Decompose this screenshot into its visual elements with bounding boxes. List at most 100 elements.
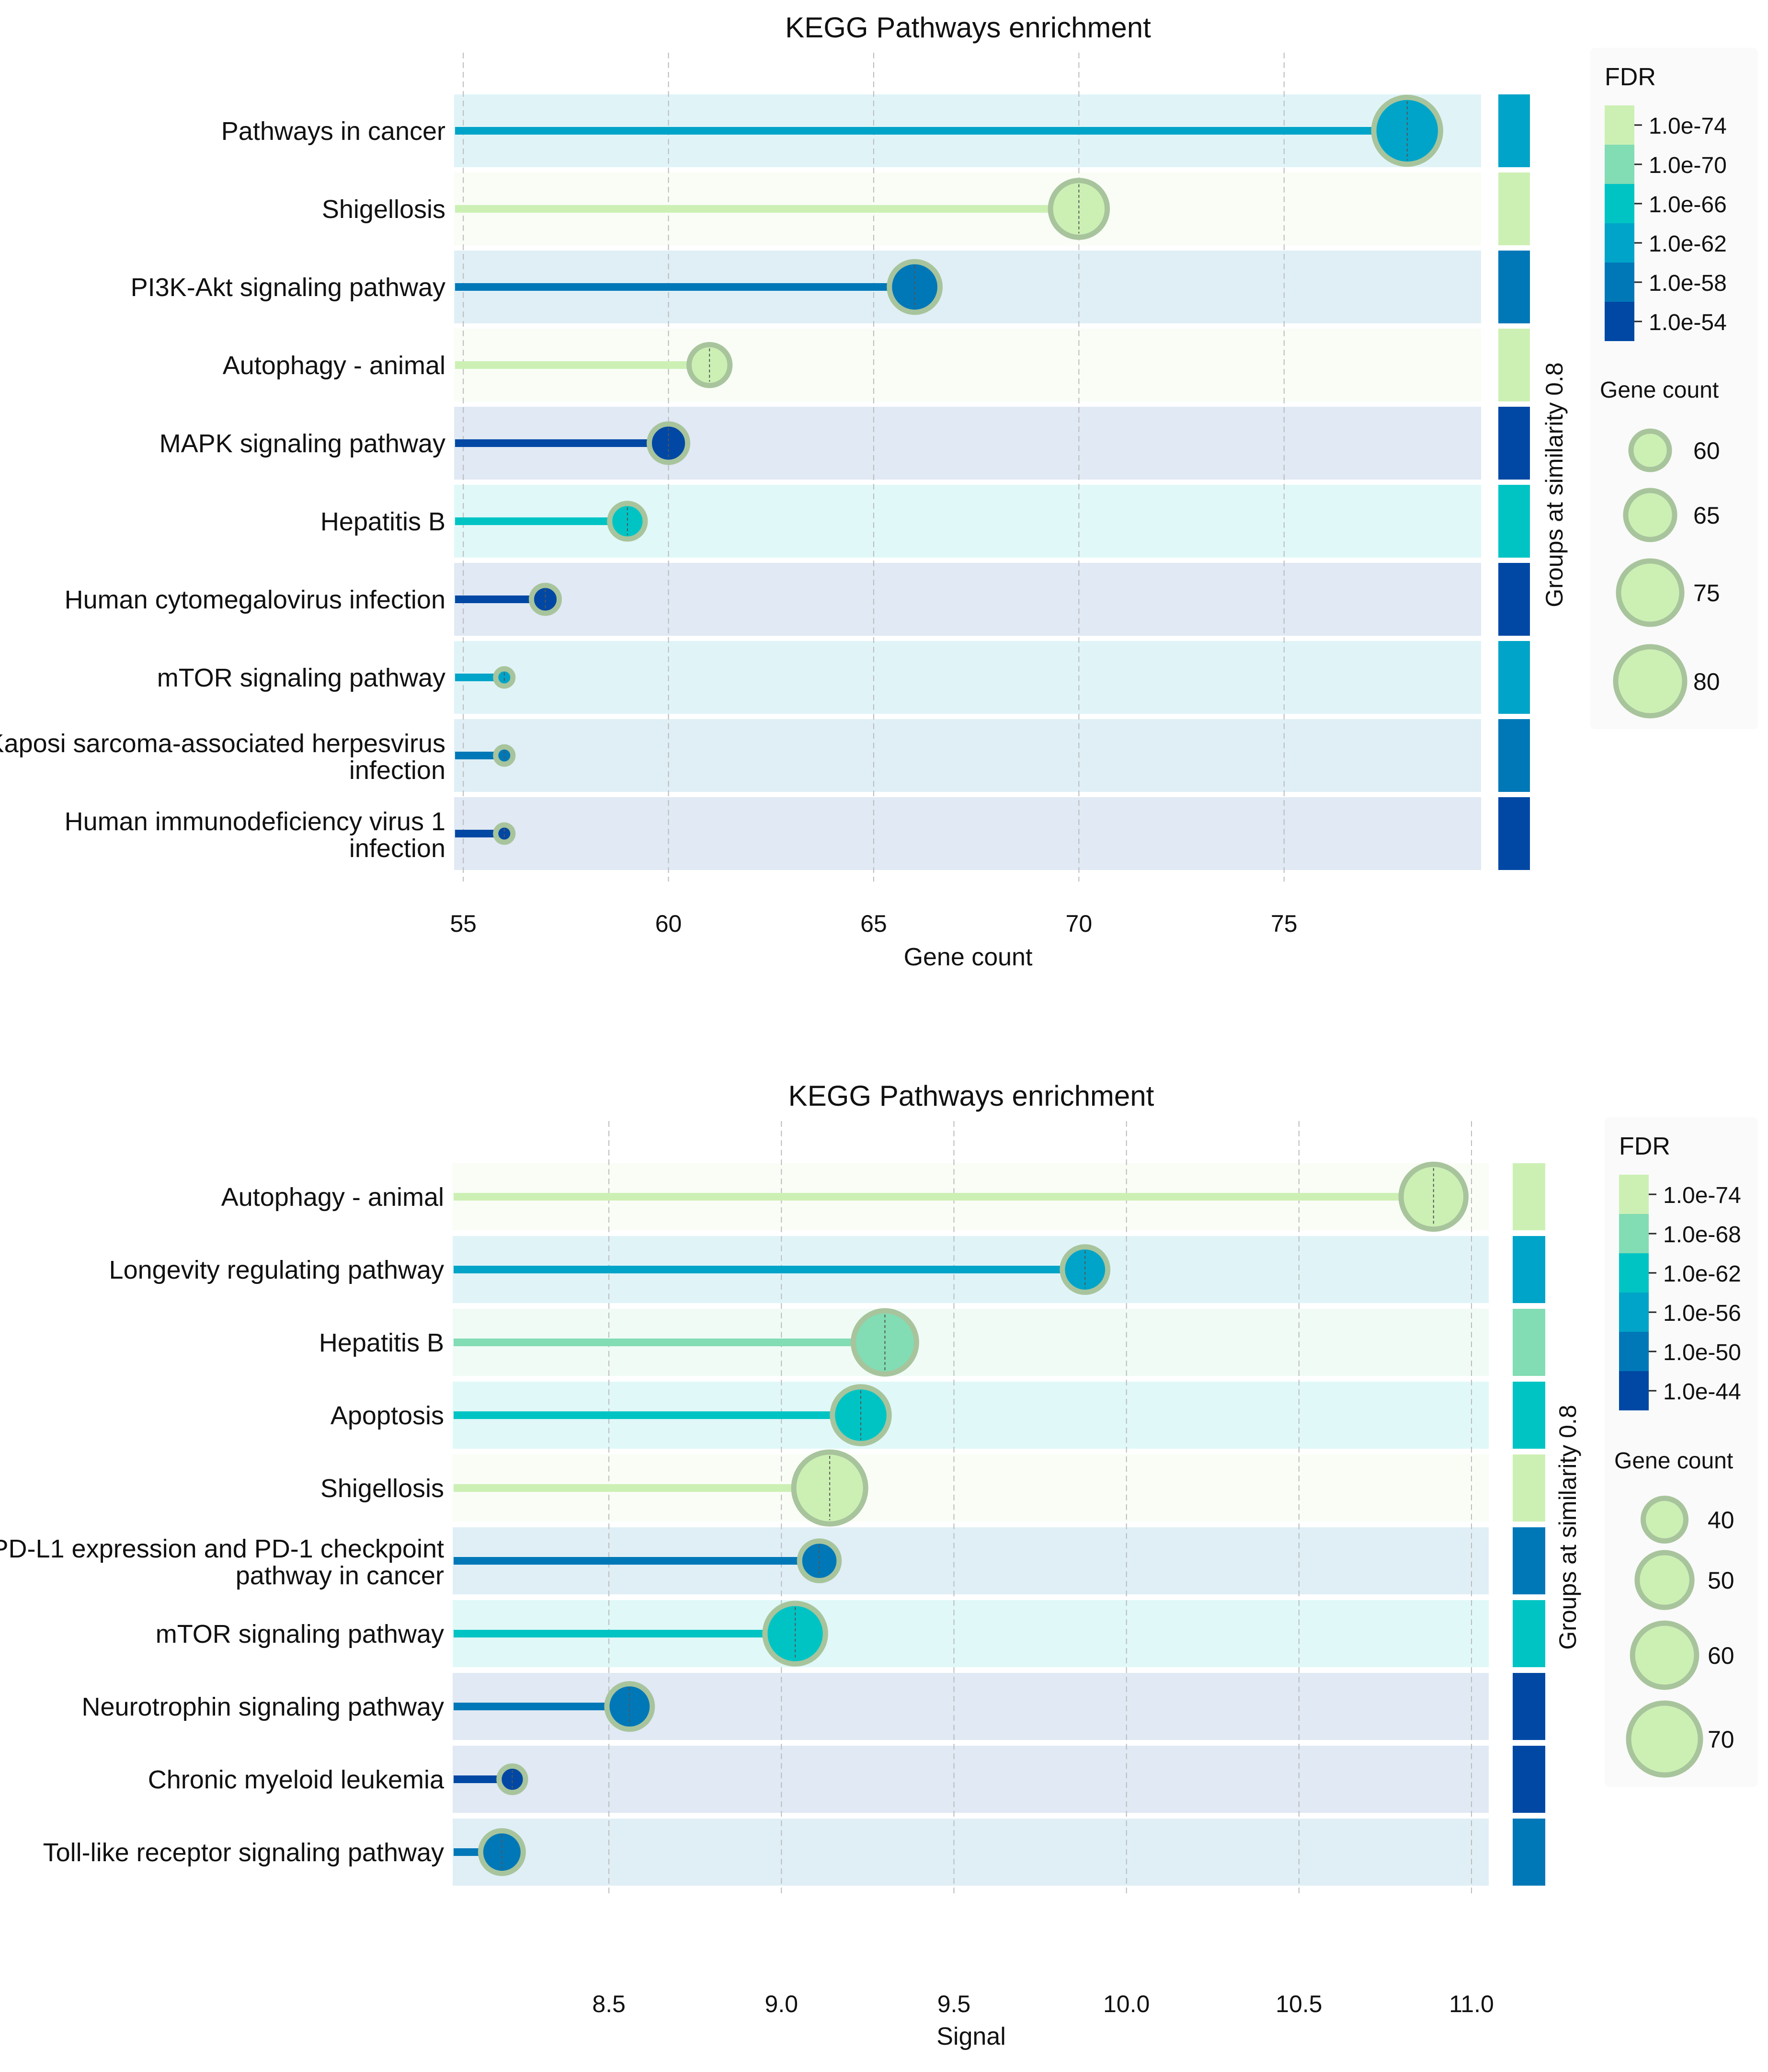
group-bar	[1513, 1819, 1545, 1886]
fdr-legend-title: FDR	[1619, 1133, 1670, 1160]
fdr-tick-label: 1.0e-58	[1649, 271, 1727, 296]
term-label-line: Autophagy - animal	[223, 351, 445, 380]
term-label-line: Shigellosis	[320, 1474, 444, 1503]
group-bar	[1513, 1600, 1545, 1667]
term-label: Neurotrophin signaling pathway	[82, 1693, 444, 1721]
x-tick-label: 8.5	[592, 1991, 626, 2017]
group-bar	[1513, 1454, 1545, 1522]
fdr-tick-label: 1.0e-44	[1663, 1379, 1741, 1405]
group-bar	[1513, 1673, 1545, 1740]
group-bar	[1513, 1309, 1545, 1376]
x-axis-label: Gene count	[904, 943, 1033, 971]
fdr-color-swatch	[1605, 223, 1634, 263]
chart-title: KEGG Pathways enrichment	[785, 11, 1151, 44]
fdr-legend: FDR 1.0e-74 1.0e-68 1.0e-62 1.0e-56 1.0e-50 1.…	[1619, 1133, 1741, 1410]
row-background	[454, 719, 1481, 792]
term-label: mTOR signaling pathway	[157, 664, 445, 692]
group-axis-label: Groups at similarity 0.8	[1541, 362, 1568, 607]
fdr-color-swatch	[1605, 302, 1634, 341]
x-tick-label: 70	[1066, 910, 1093, 937]
group-bar	[1498, 251, 1530, 323]
row-background	[454, 641, 1481, 714]
x-tick-label: 11.0	[1449, 1991, 1494, 2017]
group-bar	[1513, 1382, 1545, 1449]
grid-lines	[608, 1121, 1472, 1897]
fdr-color-swatch	[1619, 1332, 1649, 1371]
gene-count-legend-bubble	[1628, 428, 1672, 472]
row-backgrounds	[453, 1163, 1489, 1886]
fdr-color-swatch	[1605, 184, 1634, 223]
term-label: mTOR signaling pathway	[156, 1620, 444, 1648]
chart-2: KEGG Pathways enrichment Autophagy - anim…	[0, 1080, 1758, 2050]
row-background	[453, 1819, 1489, 1886]
term-label: Human immunodeficiency virus 1 infection	[65, 807, 445, 863]
group-bar	[1498, 329, 1530, 401]
group-bar	[1498, 485, 1530, 558]
term-label: PD-L1 expression and PD-1 checkpoint path…	[0, 1534, 444, 1590]
term-label-line: infection	[349, 834, 445, 863]
row-background	[454, 563, 1481, 636]
term-label-line: Human cytomegalovirus infection	[65, 585, 445, 614]
fdr-tick-label: 1.0e-74	[1649, 114, 1727, 139]
fdr-color-swatch	[1619, 1175, 1649, 1214]
group-bar	[1498, 407, 1530, 480]
gene-count-legend-label: 40	[1708, 1507, 1734, 1534]
x-tick-label: 75	[1271, 910, 1298, 937]
term-label-line: Shigellosis	[322, 195, 445, 224]
term-label: Chronic myeloid leukemia	[148, 1765, 445, 1794]
term-label-line: Neurotrophin signaling pathway	[82, 1693, 444, 1721]
lollipop-bubble	[607, 501, 648, 542]
fdr-tick-label: 1.0e-62	[1649, 231, 1727, 257]
fdr-color-swatch	[1619, 1371, 1649, 1410]
term-label-line: Autophagy - animal	[221, 1183, 444, 1212]
group-bar	[1498, 797, 1530, 870]
fdr-tick-label: 1.0e-50	[1663, 1340, 1741, 1365]
group-axis-label: Groups at similarity 0.8	[1554, 1405, 1581, 1649]
term-label-line: mTOR signaling pathway	[156, 1620, 444, 1648]
group-bar	[1498, 172, 1530, 245]
lollipops	[455, 94, 1443, 845]
term-label: Hepatitis B	[320, 507, 445, 536]
term-label-line: MAPK signaling pathway	[160, 429, 445, 458]
fdr-tick-label: 1.0e-74	[1663, 1183, 1741, 1208]
term-label: Autophagy - animal	[223, 351, 445, 380]
gene-count-legend-bubble	[1623, 488, 1677, 542]
lollipop-bubble	[493, 666, 516, 689]
gene-count-legend-title: Gene count	[1614, 1448, 1733, 1474]
term-label-line: pathway in cancer	[236, 1561, 444, 1590]
fdr-tick-label: 1.0e-62	[1663, 1261, 1741, 1287]
gene-count-legend-label: 65	[1693, 502, 1720, 529]
fdr-color-swatch	[1605, 145, 1634, 184]
gene-count-legend: Gene count 40 50 60 70	[1614, 1448, 1734, 1778]
fdr-color-swatch	[1605, 263, 1634, 302]
fdr-legend-title: FDR	[1605, 63, 1656, 91]
gene-count-legend-label: 50	[1708, 1567, 1734, 1594]
fdr-tick-label: 1.0e-68	[1663, 1222, 1741, 1248]
term-label-line: mTOR signaling pathway	[157, 664, 445, 692]
x-tick-label: 60	[655, 910, 682, 937]
term-label-line: Human immunodeficiency virus 1	[65, 807, 445, 836]
fdr-tick-label: 1.0e-54	[1649, 310, 1727, 335]
term-label-line: Toll-like receptor signaling pathway	[43, 1838, 444, 1867]
gene-count-legend-bubble	[1626, 1700, 1703, 1778]
x-axis: 8.5 9.0 9.5 10.0 10.5 11.0	[592, 1991, 1494, 2017]
x-tick-label: 9.5	[937, 1991, 971, 2017]
lollipop-bubble	[1060, 1244, 1111, 1295]
fdr-color-swatch	[1605, 105, 1634, 145]
term-label-line: Hepatitis B	[319, 1328, 444, 1357]
row-background	[454, 797, 1481, 870]
gene-count-legend-bubble	[1630, 1620, 1700, 1690]
term-label: Shigellosis	[320, 1474, 444, 1503]
gene-count-legend-label: 60	[1708, 1642, 1734, 1669]
group-bar	[1513, 1236, 1545, 1303]
lollipop-bubble	[646, 421, 691, 465]
group-bar	[1513, 1163, 1545, 1230]
lollipop-bubble	[1048, 178, 1110, 240]
lollipop-bubble	[1371, 94, 1443, 167]
group-bar	[1498, 563, 1530, 636]
fdr-tick-label: 1.0e-70	[1649, 153, 1727, 178]
x-tick-label: 10.5	[1276, 1991, 1322, 2017]
term-label-line: Chronic myeloid leukemia	[148, 1765, 445, 1794]
